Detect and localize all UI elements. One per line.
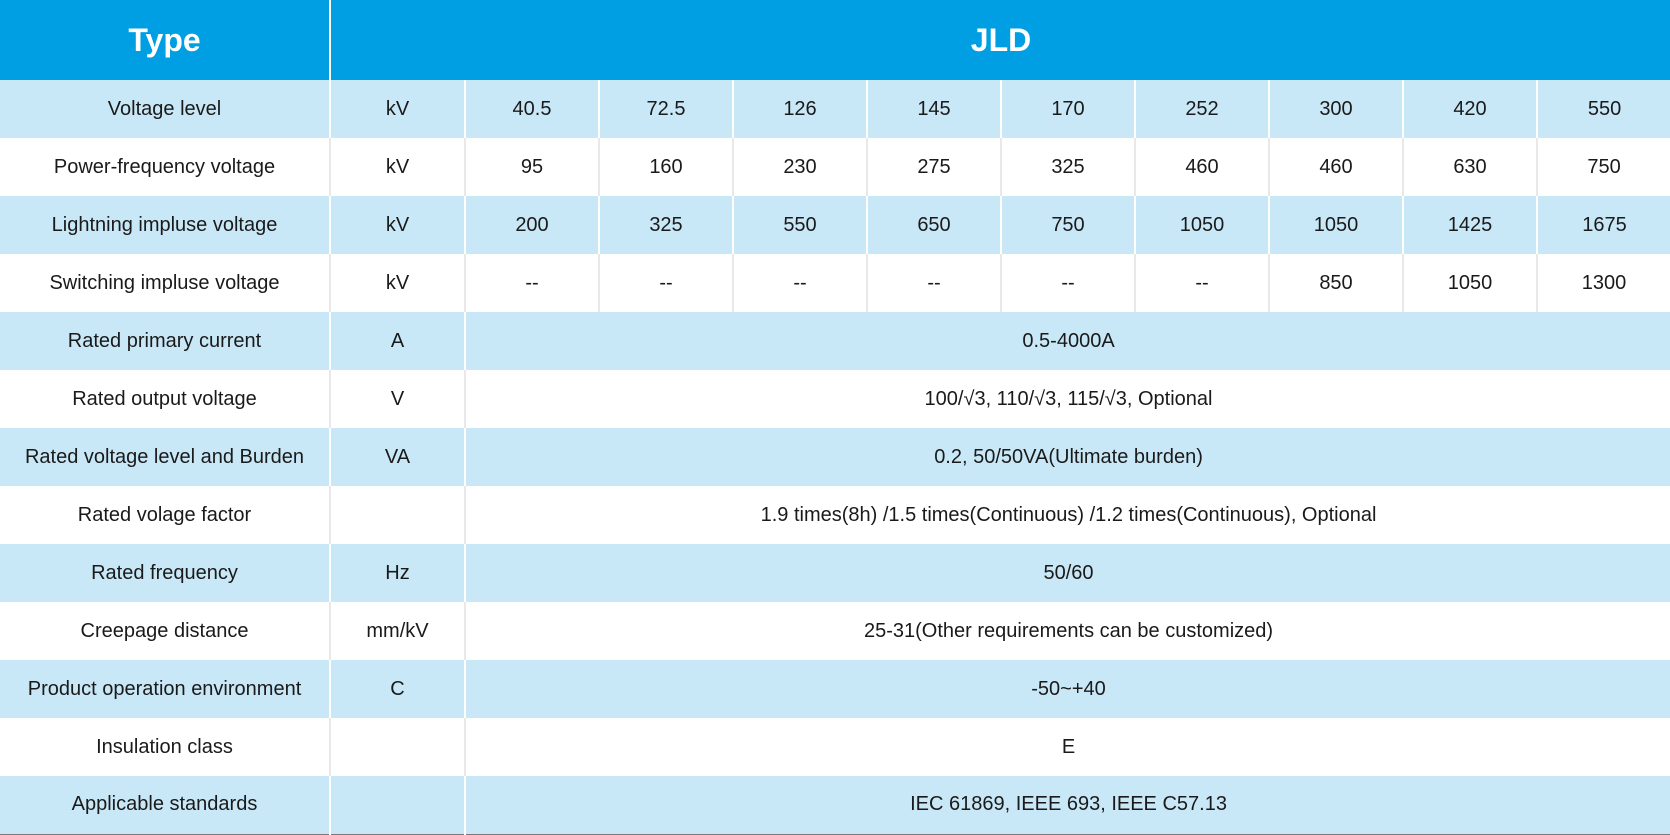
row-unit: C bbox=[330, 660, 465, 718]
row-unit bbox=[330, 486, 465, 544]
row-value: -- bbox=[733, 254, 867, 312]
header-type: Type bbox=[0, 0, 330, 80]
row-value: 145 bbox=[867, 80, 1001, 138]
table-row: Rated volage factor 1.9 times(8h) /1.5 ti… bbox=[0, 486, 1670, 544]
row-merged-value: -50~+40 bbox=[465, 660, 1670, 718]
row-value: 300 bbox=[1269, 80, 1403, 138]
table-body: Voltage levelkV40.572.512614517025230042… bbox=[0, 80, 1670, 834]
row-value: 460 bbox=[1135, 138, 1269, 196]
row-value: 460 bbox=[1269, 138, 1403, 196]
header-product: JLD bbox=[330, 0, 1670, 80]
table-row: Switching impluse voltagekV------------8… bbox=[0, 254, 1670, 312]
row-value: 650 bbox=[867, 196, 1001, 254]
row-value: -- bbox=[1135, 254, 1269, 312]
row-label: Product operation environment bbox=[0, 660, 330, 718]
row-label: Power-frequency voltage bbox=[0, 138, 330, 196]
row-value: 550 bbox=[1537, 80, 1670, 138]
row-value: -- bbox=[1001, 254, 1135, 312]
row-value: 325 bbox=[599, 196, 733, 254]
row-value: 275 bbox=[867, 138, 1001, 196]
table-row: Rated frequencyHz50/60 bbox=[0, 544, 1670, 602]
row-label: Voltage level bbox=[0, 80, 330, 138]
row-value: 1050 bbox=[1135, 196, 1269, 254]
row-value: 750 bbox=[1001, 196, 1135, 254]
row-value: 1050 bbox=[1269, 196, 1403, 254]
row-label: Rated output voltage bbox=[0, 370, 330, 428]
row-value: 72.5 bbox=[599, 80, 733, 138]
table-header-row: Type JLD bbox=[0, 0, 1670, 80]
row-value: -- bbox=[465, 254, 599, 312]
row-value: 1675 bbox=[1537, 196, 1670, 254]
row-unit: kV bbox=[330, 138, 465, 196]
row-merged-value: 0.2, 50/50VA(Ultimate burden) bbox=[465, 428, 1670, 486]
row-value: 160 bbox=[599, 138, 733, 196]
row-merged-value: 0.5-4000A bbox=[465, 312, 1670, 370]
row-value: -- bbox=[867, 254, 1001, 312]
row-value: 550 bbox=[733, 196, 867, 254]
spec-table: Type JLD Voltage levelkV40.572.512614517… bbox=[0, 0, 1670, 835]
row-value: 420 bbox=[1403, 80, 1537, 138]
table-row: Rated output voltageV100/√3, 110/√3, 115… bbox=[0, 370, 1670, 428]
row-value: 1425 bbox=[1403, 196, 1537, 254]
row-unit: Hz bbox=[330, 544, 465, 602]
row-unit bbox=[330, 718, 465, 776]
row-label: Rated voltage level and Burden bbox=[0, 428, 330, 486]
row-label: Creepage distance bbox=[0, 602, 330, 660]
row-merged-value: IEC 61869, IEEE 693, IEEE C57.13 bbox=[465, 776, 1670, 834]
row-merged-value: 100/√3, 110/√3, 115/√3, Optional bbox=[465, 370, 1670, 428]
row-value: 850 bbox=[1269, 254, 1403, 312]
row-value: 1050 bbox=[1403, 254, 1537, 312]
row-label: Rated primary current bbox=[0, 312, 330, 370]
row-merged-value: 1.9 times(8h) /1.5 times(Continuous) /1.… bbox=[465, 486, 1670, 544]
row-value: 126 bbox=[733, 80, 867, 138]
row-value: 750 bbox=[1537, 138, 1670, 196]
table-row: Rated voltage level and BurdenVA0.2, 50/… bbox=[0, 428, 1670, 486]
row-value: 170 bbox=[1001, 80, 1135, 138]
row-unit: V bbox=[330, 370, 465, 428]
table-row: Rated primary currentA0.5-4000A bbox=[0, 312, 1670, 370]
row-value: 230 bbox=[733, 138, 867, 196]
table-row: Voltage levelkV40.572.512614517025230042… bbox=[0, 80, 1670, 138]
row-label: Lightning impluse voltage bbox=[0, 196, 330, 254]
row-label: Applicable standards bbox=[0, 776, 330, 834]
row-value: 200 bbox=[465, 196, 599, 254]
row-label: Rated volage factor bbox=[0, 486, 330, 544]
row-merged-value: 25-31(Other requirements can be customiz… bbox=[465, 602, 1670, 660]
row-label: Insulation class bbox=[0, 718, 330, 776]
table-row: Applicable standards IEC 61869, IEEE 693,… bbox=[0, 776, 1670, 834]
row-value: 325 bbox=[1001, 138, 1135, 196]
row-merged-value: 50/60 bbox=[465, 544, 1670, 602]
row-value: 95 bbox=[465, 138, 599, 196]
row-unit: kV bbox=[330, 196, 465, 254]
table-row: Insulation class E bbox=[0, 718, 1670, 776]
row-label: Switching impluse voltage bbox=[0, 254, 330, 312]
row-unit bbox=[330, 776, 465, 834]
row-value: 40.5 bbox=[465, 80, 599, 138]
row-unit: kV bbox=[330, 80, 465, 138]
table-row: Product operation environmentC-50~+40 bbox=[0, 660, 1670, 718]
row-value: 1300 bbox=[1537, 254, 1670, 312]
row-unit: A bbox=[330, 312, 465, 370]
row-value: 630 bbox=[1403, 138, 1537, 196]
row-value: 252 bbox=[1135, 80, 1269, 138]
row-unit: VA bbox=[330, 428, 465, 486]
table-row: Power-frequency voltagekV951602302753254… bbox=[0, 138, 1670, 196]
table-row: Creepage distancemm/kV25-31(Other requir… bbox=[0, 602, 1670, 660]
row-unit: kV bbox=[330, 254, 465, 312]
table-row: Lightning impluse voltagekV2003255506507… bbox=[0, 196, 1670, 254]
row-value: -- bbox=[599, 254, 733, 312]
row-merged-value: E bbox=[465, 718, 1670, 776]
row-unit: mm/kV bbox=[330, 602, 465, 660]
row-label: Rated frequency bbox=[0, 544, 330, 602]
